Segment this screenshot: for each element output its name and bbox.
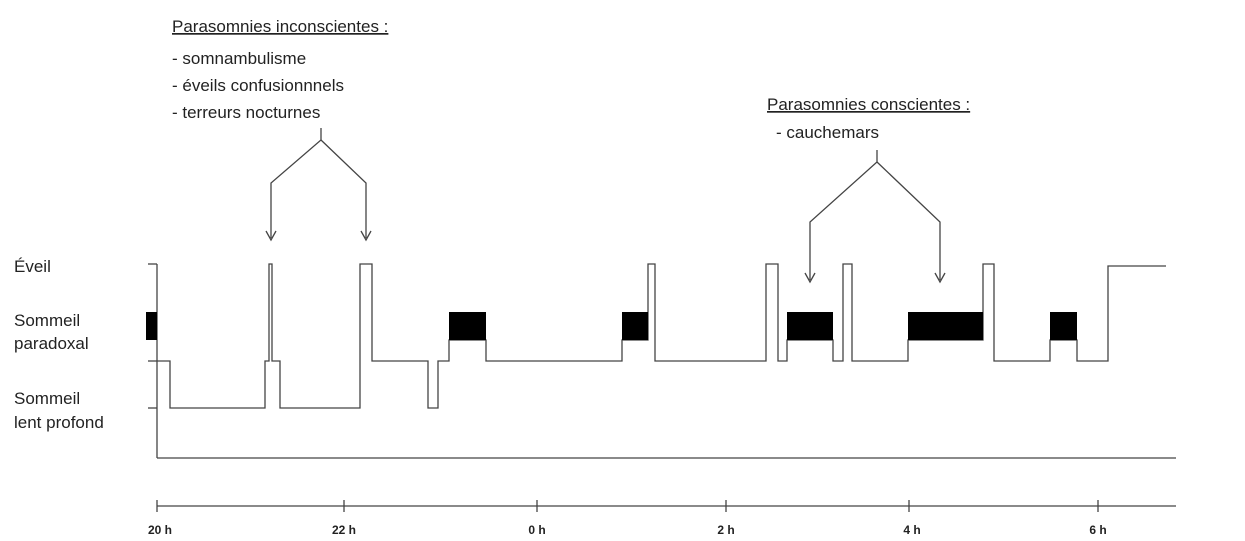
conscious-title: Parasomnies conscientes : [767, 95, 970, 114]
time-tick-label: 22 h [332, 523, 356, 537]
time-tick-label: 4 h [903, 523, 920, 537]
unconscious-pointer-bracket [265, 128, 372, 242]
rem-block [908, 312, 983, 340]
time-tick-label: 2 h [717, 523, 734, 537]
arrow-head-icon [265, 230, 277, 242]
unconscious-parasomnias-annotation: Parasomnies inconscientes : - somnambuli… [172, 17, 388, 122]
rem-block [1050, 312, 1077, 340]
state-label-rem-line2: paradoxal [14, 334, 89, 353]
conscious-parasomnias-annotation: Parasomnies conscientes : - cauchemars [767, 95, 970, 142]
rem-block [787, 312, 833, 340]
state-label-wake: Éveil [14, 257, 51, 276]
conscious-pointer-bracket [804, 150, 946, 284]
arrow-head-icon [934, 272, 946, 284]
state-labels: Éveil Sommeil paradoxal Sommeil lent pro… [14, 257, 104, 432]
arrow-head-icon [360, 230, 372, 242]
state-label-deep-line2: lent profond [14, 413, 104, 432]
time-axis: 20 h 22 h 0 h 2 h 4 h 6 h [148, 500, 1176, 537]
conscious-item-1: - cauchemars [776, 123, 879, 142]
rem-block [146, 312, 157, 340]
state-label-deep-line1: Sommeil [14, 389, 80, 408]
state-label-rem-line1: Sommeil [14, 311, 80, 330]
rem-block [449, 312, 486, 340]
unconscious-item-1: - somnambulisme [172, 49, 306, 68]
hypnogram-trace [157, 263, 1166, 409]
arrow-head-icon [804, 272, 816, 284]
time-tick-label: 6 h [1089, 523, 1106, 537]
unconscious-title: Parasomnies inconscientes : [172, 17, 388, 36]
unconscious-item-3: - terreurs nocturnes [172, 103, 320, 122]
time-tick-label: 20 h [148, 523, 172, 537]
rem-blocks [146, 312, 1077, 340]
rem-block [622, 312, 648, 340]
time-tick-label: 0 h [528, 523, 545, 537]
unconscious-item-2: - éveils confusionnnels [172, 76, 344, 95]
